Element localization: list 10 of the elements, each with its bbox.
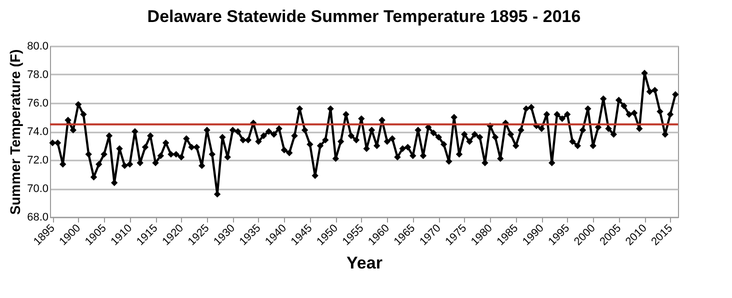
x-axis-title: Year xyxy=(346,253,383,272)
y-axis-title: Summer Temperature (F) xyxy=(7,49,24,215)
y-tick-label: 74.0 xyxy=(27,126,48,138)
y-tick-label: 68.0 xyxy=(27,212,48,224)
y-tick-label: 80.0 xyxy=(27,40,48,52)
chart-title: Delaware Statewide Summer Temperature 1895 - 2016 xyxy=(147,7,581,26)
y-tick-label: 72.0 xyxy=(27,154,48,166)
y-tick-label: 76.0 xyxy=(27,98,48,110)
y-tick-label: 78.0 xyxy=(27,69,48,81)
y-tick-label: 70.0 xyxy=(27,183,48,195)
